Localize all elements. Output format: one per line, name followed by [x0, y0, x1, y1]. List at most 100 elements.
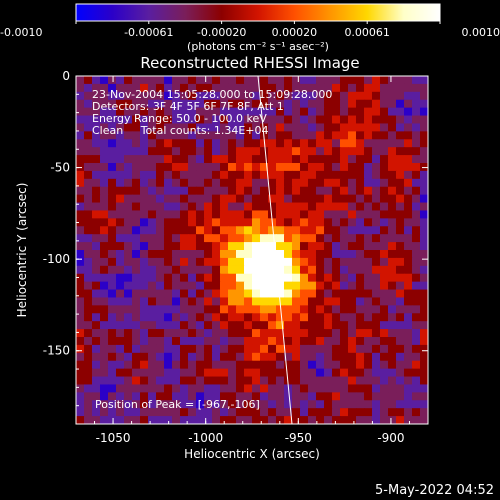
image-pixel	[348, 139, 357, 148]
image-pixel	[100, 234, 109, 243]
image-pixel	[324, 76, 333, 85]
image-pixel	[156, 226, 165, 235]
image-pixel	[404, 305, 413, 314]
image-pixel	[308, 250, 317, 259]
image-pixel	[148, 313, 157, 322]
image-pixel	[372, 273, 381, 283]
image-pixel	[316, 297, 325, 306]
image-pixel	[100, 289, 109, 299]
image-pixel	[100, 250, 109, 259]
image-pixel	[396, 416, 405, 424]
image-pixel	[132, 210, 141, 219]
image-pixel	[284, 170, 293, 180]
image-pixel	[220, 147, 229, 156]
image-pixel	[316, 155, 325, 164]
image-pixel	[228, 131, 237, 140]
image-pixel	[348, 210, 357, 219]
image-pixel	[356, 139, 365, 148]
image-pixel	[316, 289, 325, 299]
image-pixel	[340, 400, 349, 409]
image-pixel	[244, 242, 253, 251]
image-pixel	[132, 329, 141, 338]
image-pixel	[172, 352, 181, 362]
image-pixel	[284, 186, 293, 196]
image-pixel	[412, 178, 421, 188]
image-pixel	[212, 265, 221, 275]
image-pixel	[140, 139, 149, 148]
image-pixel	[252, 131, 261, 140]
image-pixel	[364, 265, 373, 275]
image-pixel	[404, 265, 413, 275]
image-pixel	[156, 83, 165, 93]
image-pixel	[212, 329, 221, 338]
image-pixel	[124, 329, 133, 338]
image-pixel	[220, 281, 229, 291]
image-pixel	[324, 194, 333, 204]
image-pixel	[260, 408, 269, 417]
image-pixel	[92, 416, 101, 424]
image-pixel	[172, 273, 181, 283]
image-pixel	[220, 155, 229, 164]
image-pixel	[404, 400, 413, 409]
image-pixel	[332, 344, 341, 354]
image-pixel	[412, 123, 421, 132]
image-pixel	[404, 392, 413, 401]
image-pixel	[196, 83, 205, 93]
image-pixel	[252, 218, 261, 227]
image-pixel	[156, 392, 165, 401]
image-pixel	[276, 76, 285, 85]
image-pixel	[260, 384, 269, 393]
image-map	[76, 76, 428, 424]
image-pixel	[404, 226, 413, 235]
image-pixel	[148, 329, 157, 338]
image-pixel	[204, 147, 213, 156]
image-pixel	[292, 123, 301, 132]
image-pixel	[204, 242, 213, 251]
image-pixel	[396, 186, 405, 196]
image-pixel	[284, 139, 293, 148]
image-pixel	[332, 384, 341, 393]
image-pixel	[172, 265, 181, 275]
image-pixel	[92, 218, 101, 227]
image-pixel	[164, 115, 173, 125]
image-pixel	[348, 297, 357, 306]
image-pixel	[268, 107, 277, 117]
image-pixel	[268, 376, 277, 386]
image-pixel	[220, 83, 229, 93]
image-pixel	[276, 178, 285, 188]
image-pixel	[268, 297, 277, 306]
image-pixel	[140, 344, 149, 354]
image-pixel	[84, 352, 93, 362]
image-pixel	[308, 163, 317, 172]
image-pixel	[332, 83, 341, 93]
image-pixel	[364, 242, 373, 251]
image-pixel	[124, 147, 133, 156]
image-pixel	[348, 392, 357, 401]
image-pixel	[404, 210, 413, 219]
image-pixel	[100, 368, 109, 378]
image-pixel	[300, 313, 309, 322]
image-pixel	[308, 281, 317, 291]
image-pixel	[268, 281, 277, 291]
image-pixel	[180, 91, 189, 101]
x-tick-label: -950	[285, 431, 312, 445]
image-pixel	[268, 210, 277, 219]
image-pixel	[300, 400, 309, 409]
image-pixel	[92, 99, 101, 109]
image-pixel	[180, 250, 189, 259]
image-pixel	[204, 210, 213, 219]
image-pixel	[116, 289, 125, 299]
image-pixel	[156, 344, 165, 354]
image-pixel	[76, 352, 85, 362]
image-pixel	[100, 352, 109, 362]
image-pixel	[236, 265, 245, 275]
image-pixel	[412, 265, 421, 275]
image-pixel	[316, 218, 325, 227]
image-pixel	[236, 178, 245, 188]
image-pixel	[124, 99, 133, 109]
image-pixel	[364, 83, 373, 93]
image-pixel	[276, 384, 285, 393]
image-pixel	[396, 178, 405, 188]
image-pixel	[100, 170, 109, 180]
image-pixel	[124, 281, 133, 291]
